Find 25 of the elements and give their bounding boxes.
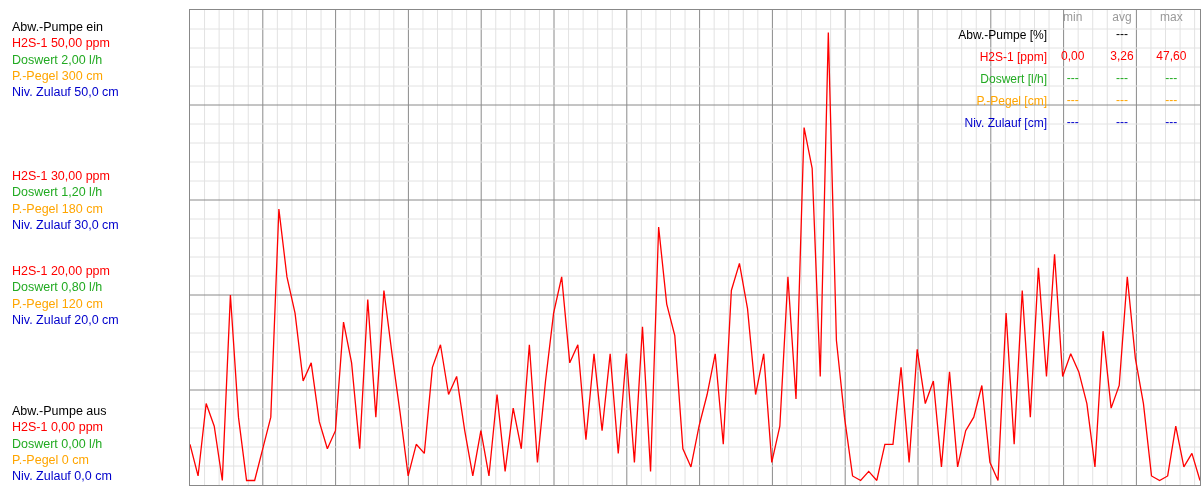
text: 3,26 <box>1110 49 1134 63</box>
text: H2S-1 20,00 ppm Doswert 0,80 l/h P.-Pegel 120 cm Niv. Zulauf 20,0 cm <box>12 264 119 327</box>
text: H2S-1 30,00 ppm Doswert 1,20 l/h P.-Pegel 180 cm Niv. Zulauf 30,0 cm <box>12 169 119 232</box>
text: --- <box>1066 115 1079 129</box>
text: --- <box>1116 115 1128 129</box>
text: Abw.-Pumpe aus H2S-1 0,00 ppm Doswert 0,00 l/h P.-Pegel 0 cm Niv. Zulauf 0,0 cm <box>12 404 112 483</box>
y-tick-label: Doswert [l/h] <box>980 72 1047 87</box>
text: --- <box>1116 71 1128 85</box>
text: --- <box>1165 115 1178 129</box>
text: --- <box>1116 93 1128 107</box>
y-tick-label: Niv. Zulauf [cm] <box>964 116 1047 131</box>
text: 47,60 <box>1156 49 1187 63</box>
text: --- <box>1165 93 1178 107</box>
y-tick-label: P.-Pegel [cm] <box>976 94 1047 109</box>
x-tick-label: avg <box>1112 9 1132 24</box>
text: --- <box>1066 71 1079 85</box>
text: --- <box>1066 93 1079 107</box>
text: --- <box>1165 71 1178 85</box>
text: Abw.-Pumpe ein H2S-1 50,00 ppm Doswert 2,00 l/h P.-Pegel 300 cm Niv. Zulauf 50,0 cm <box>12 20 119 99</box>
y-tick-label: H2S-1 [ppm] <box>979 50 1047 65</box>
text: --- <box>1116 27 1128 41</box>
text: 0,00 <box>1060 49 1085 63</box>
y-tick-label: Abw.-Pumpe [%] <box>958 28 1047 43</box>
x-tick-label: max <box>1159 9 1183 24</box>
x-tick-label: min <box>1063 9 1083 24</box>
